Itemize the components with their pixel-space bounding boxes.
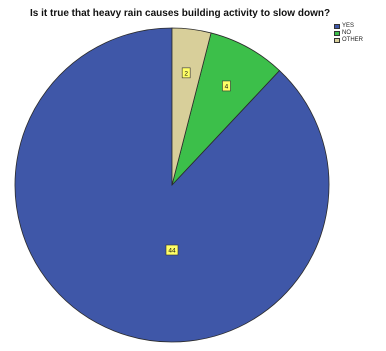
data-label-text-yes: 44 <box>168 248 176 255</box>
chart-legend: YES NO OTHER <box>334 23 363 44</box>
data-label-box-other <box>181 67 191 79</box>
chart-title: Is it true that heavy rain causes buildi… <box>30 8 331 19</box>
legend-label-yes: YES <box>342 23 355 29</box>
data-label-box-no <box>222 80 231 92</box>
legend-item-no: NO <box>334 30 363 37</box>
data-label-yes: 44 <box>165 244 179 256</box>
legend-swatch-yes <box>334 24 340 29</box>
legend-swatch-other <box>334 38 340 43</box>
legend-label-other: OTHER <box>342 37 363 43</box>
data-label-box-yes <box>165 244 179 256</box>
data-label-text-other: 2 <box>184 70 188 77</box>
legend-label-no: NO <box>342 30 351 36</box>
legend-item-other: OTHER <box>334 37 363 44</box>
data-label-other: 2 <box>181 67 191 79</box>
data-label-text-no: 4 <box>225 83 229 90</box>
legend-swatch-no <box>334 31 340 36</box>
legend-item-yes: YES <box>334 23 363 30</box>
pie-slice-other <box>171 27 212 186</box>
data-label-no: 4 <box>222 80 231 92</box>
